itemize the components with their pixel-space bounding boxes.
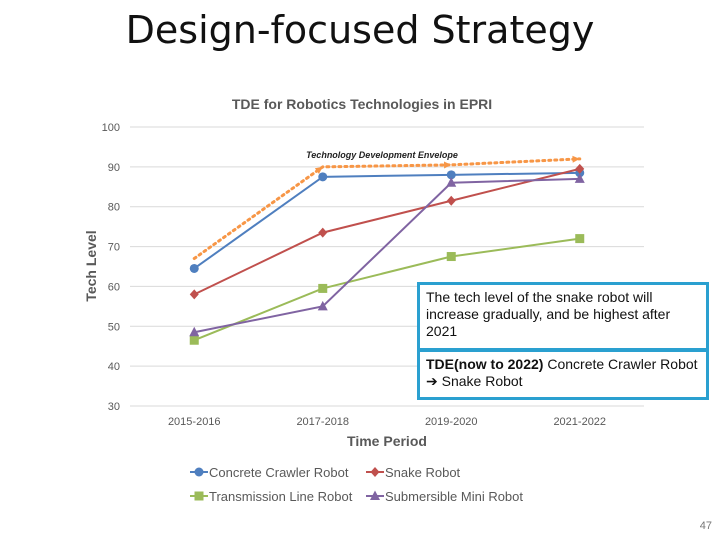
- x-axis: 2015-2016 2017-2018 2019-2020 2021-2022: [168, 416, 606, 428]
- data-point: [575, 163, 585, 174]
- data-point: [318, 283, 328, 293]
- series-line: [193, 167, 580, 296]
- envelope-arrowhead: [572, 155, 580, 163]
- legend-label: Submersible Mini Robot: [385, 489, 523, 504]
- series-line: [193, 237, 580, 342]
- legend-item: Transmission Line Robot: [190, 489, 353, 504]
- y-tick-label: 30: [108, 401, 120, 413]
- data-point: [318, 227, 328, 238]
- y-axis-label: Tech Level: [83, 230, 99, 301]
- tde-callout-text: Concrete Crawler Robot ➔ Snake Robot: [426, 356, 698, 389]
- x-tick-label: 2019-2020: [425, 416, 478, 428]
- tde-callout-bold: TDE(now to 2022): [426, 356, 544, 372]
- envelope-arrowhead: [443, 161, 452, 169]
- data-point: [318, 172, 328, 182]
- x-tick-label: 2017-2018: [296, 416, 349, 428]
- envelope-series: [192, 155, 582, 261]
- data-point: [189, 335, 199, 345]
- x-tick-label: 2021-2022: [553, 416, 606, 428]
- data-point: [189, 326, 200, 337]
- y-tick-label: 100: [102, 122, 120, 134]
- data-point: [446, 177, 457, 187]
- series-line: [193, 171, 580, 270]
- envelope-label: Technology Development Envelope: [306, 150, 458, 160]
- x-axis-label: Time Period: [347, 433, 427, 449]
- data-point: [194, 491, 204, 501]
- legend: Concrete Crawler Robot Snake Robot Transmi…: [190, 465, 523, 504]
- series-line: [194, 177, 580, 334]
- data-point: [574, 173, 585, 183]
- series-snake-robot: [189, 163, 585, 300]
- data-point: [446, 170, 456, 180]
- data-point: [194, 467, 204, 477]
- x-tick-label: 2015-2016: [168, 416, 221, 428]
- legend-item: Snake Robot: [366, 465, 461, 480]
- chart-title: TDE for Robotics Technologies in EPRI: [232, 96, 492, 112]
- snake-robot-callout: The tech level of the snake robot will i…: [417, 282, 709, 351]
- data-point: [317, 300, 328, 311]
- data-point: [575, 234, 585, 244]
- y-tick-label: 80: [108, 202, 120, 214]
- data-point: [370, 467, 380, 477]
- snake-robot-callout-text: The tech level of the snake robot will i…: [426, 289, 671, 339]
- legend-label: Concrete Crawler Robot: [209, 465, 349, 480]
- legend-label: Transmission Line Robot: [209, 489, 353, 504]
- data-point: [189, 289, 199, 300]
- legend-item: Concrete Crawler Robot: [190, 465, 349, 480]
- data-point: [446, 252, 456, 262]
- y-tick-label: 70: [108, 242, 120, 254]
- y-tick-label: 60: [108, 281, 120, 293]
- grid: [130, 126, 644, 407]
- legend-label: Snake Robot: [385, 465, 461, 480]
- data-point: [189, 263, 199, 273]
- slide-title: Design-focused Strategy: [125, 8, 595, 52]
- envelope-arrowhead: [314, 166, 323, 174]
- y-axis: 30 40 50 60 70 80 90 100: [102, 122, 120, 413]
- data-point: [446, 195, 456, 206]
- page-number: 47: [699, 520, 712, 532]
- data-series: [189, 163, 585, 345]
- series-transmission-line-robot: [189, 234, 585, 345]
- y-tick-label: 40: [108, 361, 120, 373]
- tde-callout: TDE(now to 2022) Concrete Crawler Robot …: [417, 349, 709, 400]
- legend-item: Submersible Mini Robot: [366, 489, 523, 504]
- y-tick-label: 90: [108, 162, 120, 174]
- data-point: [370, 490, 380, 500]
- envelope-line: [192, 157, 582, 261]
- series-submersible-mini-robot: [189, 173, 585, 337]
- y-tick-label: 50: [108, 321, 120, 333]
